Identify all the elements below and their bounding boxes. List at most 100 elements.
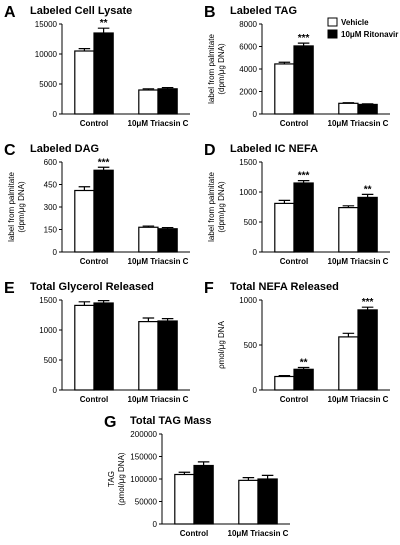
bar <box>74 50 95 115</box>
y-tick-label: 300 <box>44 203 58 212</box>
significance: ** <box>364 184 372 195</box>
panel-title: Labeled DAG <box>30 143 99 155</box>
panel-letter: G <box>104 414 116 431</box>
error-bar <box>178 471 191 475</box>
y-tick-label: 500 <box>44 356 58 365</box>
y-tick-label: 15000 <box>35 20 58 29</box>
bar <box>293 368 314 391</box>
panel-letter: C <box>4 142 16 159</box>
y-tick-label: 6000 <box>239 43 257 52</box>
y-axis-label: ρmol/μg DNA <box>217 320 226 369</box>
significance: *** <box>298 171 310 182</box>
panel-title: Labeled TAG <box>230 5 297 17</box>
y-tick-label: 150000 <box>130 453 157 462</box>
y-axis-label: label from palmitate <box>207 172 216 242</box>
y-tick-label: 0 <box>253 386 258 395</box>
x-tick-label: 10μM Triacsin C <box>128 395 189 404</box>
bar <box>157 228 178 253</box>
x-tick-label: Control <box>280 395 308 404</box>
bar <box>357 196 378 253</box>
error-bar <box>142 88 155 90</box>
bar <box>93 302 114 391</box>
y-axis-label: (dpm/μg DNA) <box>217 43 226 95</box>
bar <box>74 189 95 253</box>
error-bar <box>78 186 91 191</box>
y-tick-label: 10000 <box>35 50 58 59</box>
bar <box>274 63 295 115</box>
y-tick-label: 600 <box>44 158 58 167</box>
y-tick-label: 1000 <box>239 188 257 197</box>
y-axis-label: (dpm/μg DNA) <box>17 181 26 233</box>
significance: ** <box>100 18 108 29</box>
x-tick-label: Control <box>280 257 308 266</box>
error-bar <box>161 87 174 89</box>
y-tick-label: 2000 <box>239 88 257 97</box>
bar <box>338 102 359 115</box>
bar <box>138 226 159 253</box>
x-tick-label: 10μM Triacsin C <box>328 395 389 404</box>
y-tick-label: 0 <box>253 110 258 119</box>
error-bar <box>342 205 355 208</box>
x-tick-label: 10μM Triacsin C <box>128 257 189 266</box>
bar <box>338 207 359 253</box>
x-tick-label: 10μM Triacsin C <box>328 257 389 266</box>
significance: ** <box>300 358 308 369</box>
y-tick-label: 0 <box>53 386 58 395</box>
error-bar <box>142 225 155 228</box>
y-tick-label: 1000 <box>39 326 57 335</box>
error-bar <box>361 103 374 105</box>
y-tick-label: 0 <box>53 110 58 119</box>
error-bar <box>161 318 174 321</box>
bar <box>357 103 378 115</box>
y-tick-label: 1500 <box>239 158 257 167</box>
bar <box>357 309 378 391</box>
error-bar <box>242 477 255 481</box>
panel-title: Labeled Cell Lysate <box>30 5 132 17</box>
panel-letter: A <box>4 4 16 21</box>
panel-letter: E <box>4 280 15 297</box>
y-tick-label: 500 <box>244 341 258 350</box>
bar <box>74 304 95 391</box>
error-bar <box>197 461 210 466</box>
error-bar <box>297 366 310 370</box>
error-bar <box>361 193 374 198</box>
y-tick-label: 5000 <box>39 80 57 89</box>
bar <box>293 45 314 115</box>
bar <box>238 479 259 525</box>
y-tick-label: 4000 <box>239 65 257 74</box>
bar <box>157 88 178 115</box>
bar <box>338 336 359 391</box>
error-bar <box>297 180 310 183</box>
significance: *** <box>298 33 310 44</box>
bar <box>138 89 159 115</box>
y-axis-label: (ρmol/μg DNA) <box>117 452 126 506</box>
bar <box>293 182 314 253</box>
error-bar <box>342 332 355 337</box>
y-tick-label: 1000 <box>239 296 257 305</box>
error-bar <box>97 27 110 33</box>
x-tick-label: 10μM Triacsin C <box>328 119 389 128</box>
x-tick-label: Control <box>180 529 208 538</box>
error-bar <box>278 375 291 377</box>
x-tick-label: 10μM Triacsin C <box>228 529 289 538</box>
x-tick-label: Control <box>80 257 108 266</box>
panel-letter: D <box>204 142 216 159</box>
bar <box>174 473 195 525</box>
x-tick-label: Control <box>280 119 308 128</box>
y-tick-label: 0 <box>53 248 58 257</box>
y-tick-label: 100000 <box>130 475 157 484</box>
bar <box>257 478 278 525</box>
significance: *** <box>98 157 110 168</box>
y-tick-label: 0 <box>253 248 258 257</box>
error-bar <box>278 61 291 64</box>
bar <box>138 321 159 391</box>
panel-letter: B <box>204 4 216 21</box>
error-bar <box>78 48 91 51</box>
bar <box>274 202 295 253</box>
error-bar <box>297 42 310 46</box>
y-tick-label: 500 <box>244 218 258 227</box>
x-tick-label: Control <box>80 119 108 128</box>
y-axis-label: TAG <box>107 471 116 487</box>
y-tick-label: 450 <box>44 181 58 190</box>
panel-title: Total NEFA Released <box>230 281 339 293</box>
